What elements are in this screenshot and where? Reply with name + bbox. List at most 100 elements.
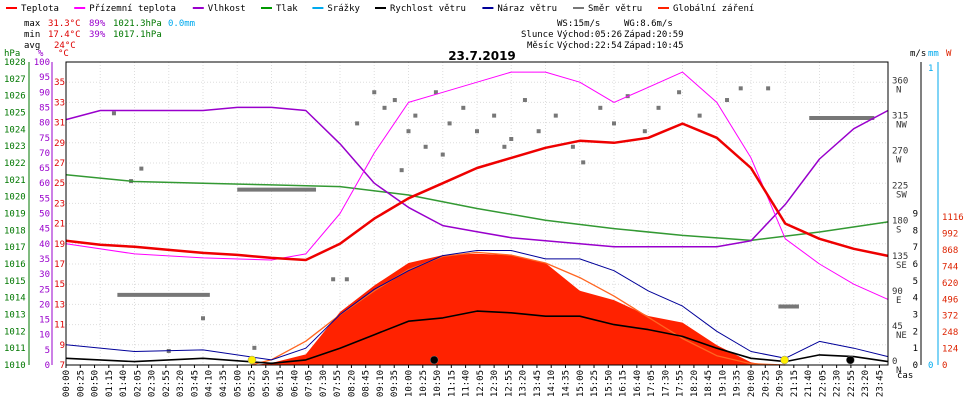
axis-x-tick-39: 16:15 — [619, 370, 629, 397]
wind-direction-mark-7 — [344, 277, 349, 282]
axis-pressure-tick-15: 1025 — [4, 109, 26, 119]
wind-direction-mark-21 — [522, 98, 527, 103]
axis-temperature-tick-1: 9 — [60, 341, 65, 351]
axis-x-tick-37: 15:25 — [590, 370, 600, 397]
axis-direction-tick-1: 45 — [892, 322, 903, 332]
axis-direction-compass-0: N — [896, 366, 901, 376]
axis-x-tick-8: 03:20 — [176, 370, 186, 397]
wind-direction-mark-35 — [766, 86, 771, 91]
axis-pressure-tick-10: 1020 — [4, 193, 26, 203]
info-sun-label: Slunce — [521, 30, 554, 40]
axis-wind-tick-4: 4 — [913, 294, 918, 304]
axis-direction-compass-4: S — [896, 226, 901, 236]
axis-x-tick-30: 12:30 — [490, 370, 500, 397]
axis-humidity-tick-10: 50 — [39, 210, 50, 220]
axis-humidity-tick-17: 85 — [39, 103, 50, 113]
axis-x-tick-55: 22:55 — [847, 370, 857, 397]
legend-label-3: Tlak — [276, 4, 298, 14]
axis-x-tick-18: 07:30 — [319, 370, 329, 397]
axis-x-tick-27: 11:15 — [447, 370, 457, 397]
wind-direction-mark-22 — [536, 129, 541, 134]
legend-label-0: Teplota — [21, 4, 59, 14]
axis-wind-tick-1: 1 — [913, 344, 918, 354]
axis-x-tick-44: 18:20 — [690, 370, 700, 397]
axis-pressure-tick-1: 1011 — [4, 344, 26, 354]
axis-x-tick-33: 13:45 — [533, 370, 543, 397]
axis-rain-tick-1: 1 — [928, 64, 933, 74]
moonset-marker — [429, 355, 439, 365]
axis-x-tick-29: 12:05 — [476, 370, 486, 397]
axis-wind-tick-7: 7 — [913, 243, 918, 253]
axis-x-tick-47: 19:35 — [733, 370, 743, 397]
axis-humidity-tick-0: 0 — [45, 361, 50, 371]
stat-max-label: max — [24, 19, 41, 29]
axis-direction-tick-7: 315 — [892, 112, 908, 122]
series-ground-temperature — [65, 71, 889, 300]
legend-label-4: Srážky — [327, 4, 360, 14]
axis-x-tick-53: 22:05 — [818, 370, 828, 397]
axis-temperature-tick-0: 7 — [60, 361, 65, 371]
axis-pressure-tick-0: 1010 — [4, 361, 26, 371]
axis-humidity-tick-8: 40 — [39, 240, 50, 250]
axis-x-tick-12: 05:00 — [233, 370, 243, 397]
axis-x-tick-14: 05:50 — [262, 370, 272, 397]
stat-min-press: 1017.1hPa — [113, 30, 162, 40]
axis-direction-compass-5: SW — [896, 191, 907, 201]
axis-x-tick-32: 13:20 — [519, 370, 529, 397]
axis-x-label: čas — [897, 370, 913, 381]
axis-humidity-tick-2: 10 — [39, 331, 50, 341]
axis-x-tick-41: 17:05 — [647, 370, 657, 397]
axis-humidity-tick-18: 90 — [39, 88, 50, 98]
axis-wind-tick-5: 5 — [913, 277, 918, 287]
axis-pressure-tick-18: 1028 — [4, 58, 26, 68]
axis-humidity-tick-19: 95 — [39, 73, 50, 83]
wind-direction-mark-10 — [382, 105, 387, 110]
axis-radiation-tick-2: 248 — [942, 328, 958, 338]
wind-direction-mark-38 — [502, 144, 507, 149]
wind-direction-mark-12 — [406, 129, 411, 134]
stat-max-hum: 89% — [89, 19, 106, 29]
series-temperature — [65, 122, 889, 262]
wind-direction-mark-32 — [697, 113, 702, 118]
wind-direction-mark-30 — [656, 105, 661, 110]
axis-humidity-tick-14: 70 — [39, 149, 50, 159]
axis-x-tick-5: 02:05 — [133, 370, 143, 397]
axis-x-tick-13: 05:25 — [248, 370, 258, 397]
axis-direction-tick-2: 90 — [892, 287, 903, 297]
axis-x-tick-31: 12:55 — [504, 370, 514, 397]
axis-temperature-tick-12: 31 — [54, 119, 65, 129]
axis-humidity-tick-12: 60 — [39, 179, 50, 189]
axis-radiation-tick-3: 372 — [942, 312, 958, 322]
axis-x-tick-40: 16:40 — [633, 370, 643, 397]
axis-x-tick-49: 20:25 — [761, 370, 771, 397]
axis-x-tick-0: 00:00 — [62, 370, 72, 397]
axis-x-tick-21: 08:45 — [362, 370, 372, 397]
wind-direction-mark-9 — [372, 90, 377, 95]
axis-x-tick-57: 23:45 — [875, 370, 885, 397]
wind-direction-mark-33 — [725, 98, 730, 103]
axis-direction-compass-3: SE — [896, 261, 907, 271]
series-global-radiation-area — [254, 253, 769, 365]
axis-x-tick-1: 00:25 — [76, 370, 86, 397]
axis-temperature-tick-3: 13 — [54, 300, 65, 310]
axes: hPa% °C1010101110121013101410151016101710… — [4, 49, 964, 397]
axis-radiation-tick-9: 1116 — [942, 213, 964, 223]
axis-wind-tick-2: 2 — [913, 327, 918, 337]
axis-pressure-tick-4: 1014 — [4, 294, 26, 304]
axis-x-tick-46: 19:10 — [719, 370, 729, 397]
axis-temperature-tick-11: 29 — [54, 139, 65, 149]
legend-label-7: Směr větru — [588, 4, 642, 14]
axis-wind-tick-9: 9 — [913, 210, 918, 220]
axis-x-tick-7: 02:55 — [162, 370, 172, 397]
axis-radiation-tick-8: 992 — [942, 230, 958, 240]
axis-radiation-unit: W — [946, 49, 952, 59]
axis-temperature-unit: °C — [58, 49, 69, 59]
axis-humidity-tick-11: 55 — [39, 194, 50, 204]
chart-title: 23.7.2019 — [448, 49, 516, 63]
axis-direction-tick-0: 0 — [892, 357, 897, 367]
axis-direction-tick-8: 360 — [892, 76, 908, 86]
axis-x-tick-54: 22:30 — [833, 370, 843, 397]
stat-max-rain: 0.0mm — [168, 19, 195, 29]
stat-min-label: min — [24, 30, 40, 40]
wind-direction-mark-36 — [399, 168, 404, 173]
